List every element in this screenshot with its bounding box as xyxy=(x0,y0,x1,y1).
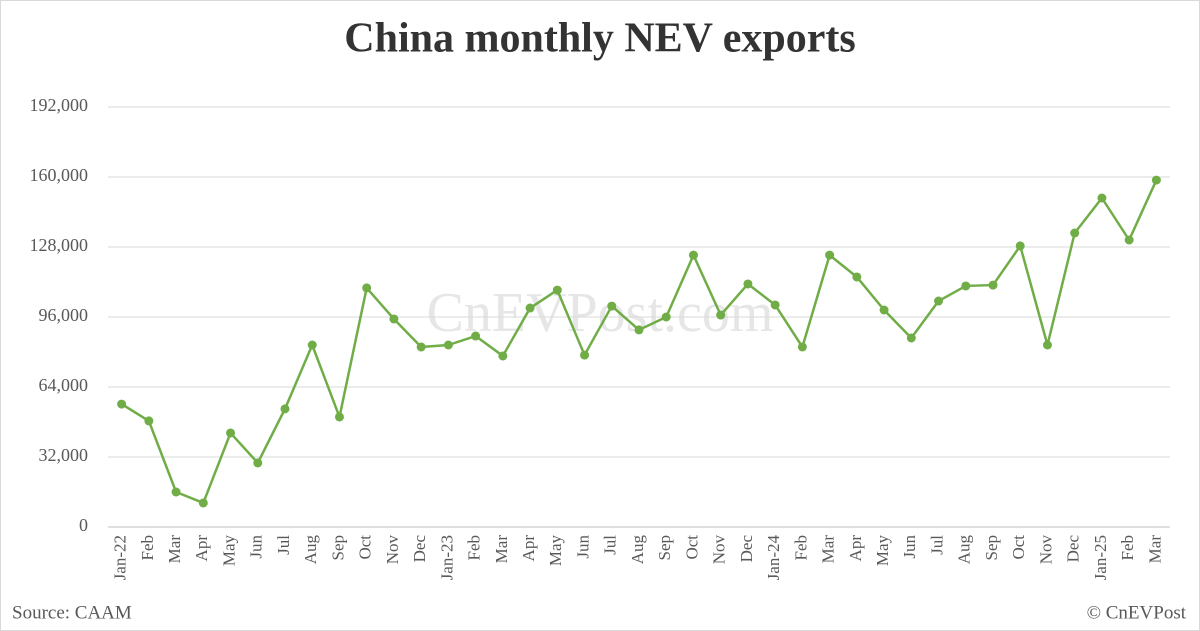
point xyxy=(334,412,344,422)
x-tick-label: Aug xyxy=(628,535,647,565)
point xyxy=(797,342,807,352)
y-tick-label: 128,000 xyxy=(30,235,89,255)
x-tick-label: Jul xyxy=(927,535,946,555)
x-tick-label: Apr xyxy=(846,535,865,562)
x-tick-label: May xyxy=(546,535,565,567)
y-tick-label: 96,000 xyxy=(39,305,89,325)
y-tick-label: 64,000 xyxy=(39,375,89,395)
point xyxy=(1070,228,1080,238)
point xyxy=(416,342,426,352)
x-tick-label: Feb xyxy=(138,535,157,561)
x-tick-label: Aug xyxy=(955,535,974,565)
x-tick-label: Jul xyxy=(601,535,620,555)
point xyxy=(307,340,317,350)
x-tick-label: Sep xyxy=(982,535,1001,561)
chart-title: China monthly NEV exports xyxy=(344,16,855,62)
point xyxy=(879,305,889,315)
point xyxy=(1124,235,1134,245)
x-tick-label: Apr xyxy=(519,535,538,562)
point xyxy=(471,331,481,341)
point xyxy=(525,303,535,313)
point xyxy=(906,333,916,343)
x-tick-label: Feb xyxy=(791,535,810,561)
x-tick-label: Aug xyxy=(301,535,320,565)
x-tick-label: Sep xyxy=(655,535,674,561)
point xyxy=(607,301,617,311)
point xyxy=(961,281,971,291)
point xyxy=(198,498,208,508)
point xyxy=(443,340,453,350)
point xyxy=(117,399,127,409)
x-tick-label: Oct xyxy=(682,535,701,560)
x-tick-label: Feb xyxy=(1118,535,1137,561)
point xyxy=(171,487,181,497)
point xyxy=(825,250,835,260)
x-tick-label: Mar xyxy=(1145,535,1164,564)
x-tick-label: Jan-25 xyxy=(1091,535,1110,580)
point xyxy=(253,458,263,468)
x-tick-label: Jun xyxy=(900,535,919,559)
x-tick-label: Apr xyxy=(192,535,211,562)
point xyxy=(226,428,236,438)
x-tick-label: Nov xyxy=(383,535,402,565)
x-tick-label: Jan-22 xyxy=(111,535,130,580)
x-tick-label: Dec xyxy=(1064,535,1083,563)
credit: © CnEVPost xyxy=(1087,602,1187,623)
x-tick-label: Feb xyxy=(465,535,484,561)
point xyxy=(770,300,780,310)
x-tick-label: Oct xyxy=(356,535,375,560)
x-tick-label: Nov xyxy=(1036,535,1055,565)
x-tick-label: Nov xyxy=(710,535,729,565)
point xyxy=(743,279,753,289)
point xyxy=(498,351,508,361)
x-tick-label: Jan-23 xyxy=(437,535,456,580)
point xyxy=(280,404,290,414)
point xyxy=(1042,340,1052,350)
watermark: CnEVPost.com xyxy=(427,282,774,344)
y-tick-label: 192,000 xyxy=(30,95,89,115)
x-tick-label: Dec xyxy=(410,535,429,563)
x-tick-label: Mar xyxy=(165,535,184,564)
x-tick-label: Jan-24 xyxy=(764,535,783,581)
y-tick-label: 160,000 xyxy=(30,165,89,185)
x-tick-label: Dec xyxy=(737,535,756,563)
point xyxy=(1151,175,1161,185)
point xyxy=(1097,193,1107,203)
x-tick-label: Jun xyxy=(247,535,266,559)
point xyxy=(988,280,998,290)
point xyxy=(716,310,726,320)
point xyxy=(144,416,154,426)
x-tick-label: Mar xyxy=(492,535,511,564)
x-tick-label: May xyxy=(873,535,892,567)
point xyxy=(934,296,944,306)
point xyxy=(1015,241,1025,251)
y-tick-label: 32,000 xyxy=(39,445,89,465)
point xyxy=(362,283,372,293)
x-tick-label: Oct xyxy=(1009,535,1028,560)
x-tick-label: Jul xyxy=(274,535,293,555)
x-tick-label: Jun xyxy=(573,535,592,559)
x-tick-label: Mar xyxy=(819,535,838,564)
point xyxy=(852,272,862,282)
x-tick-label: Sep xyxy=(328,535,347,561)
point xyxy=(661,312,671,322)
point xyxy=(552,285,562,295)
y-tick-label: 0 xyxy=(79,515,88,535)
point xyxy=(634,325,644,335)
point xyxy=(580,350,590,360)
point xyxy=(389,314,399,324)
source: Source: CAAM xyxy=(12,602,132,623)
x-tick-label: May xyxy=(219,535,238,567)
point xyxy=(688,250,698,260)
